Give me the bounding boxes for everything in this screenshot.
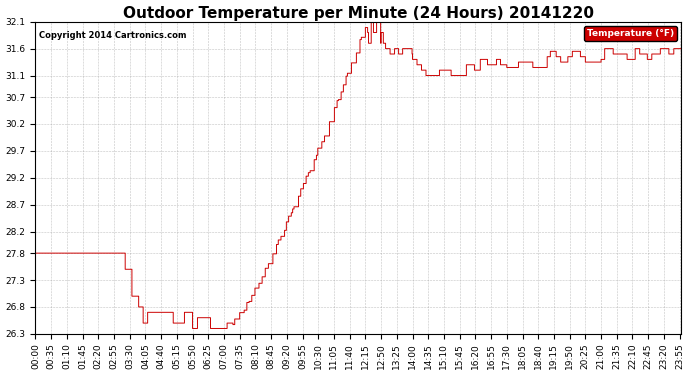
Title: Outdoor Temperature per Minute (24 Hours) 20141220: Outdoor Temperature per Minute (24 Hours…: [123, 6, 594, 21]
Text: Copyright 2014 Cartronics.com: Copyright 2014 Cartronics.com: [39, 31, 186, 40]
Legend: Temperature (°F): Temperature (°F): [584, 26, 677, 40]
